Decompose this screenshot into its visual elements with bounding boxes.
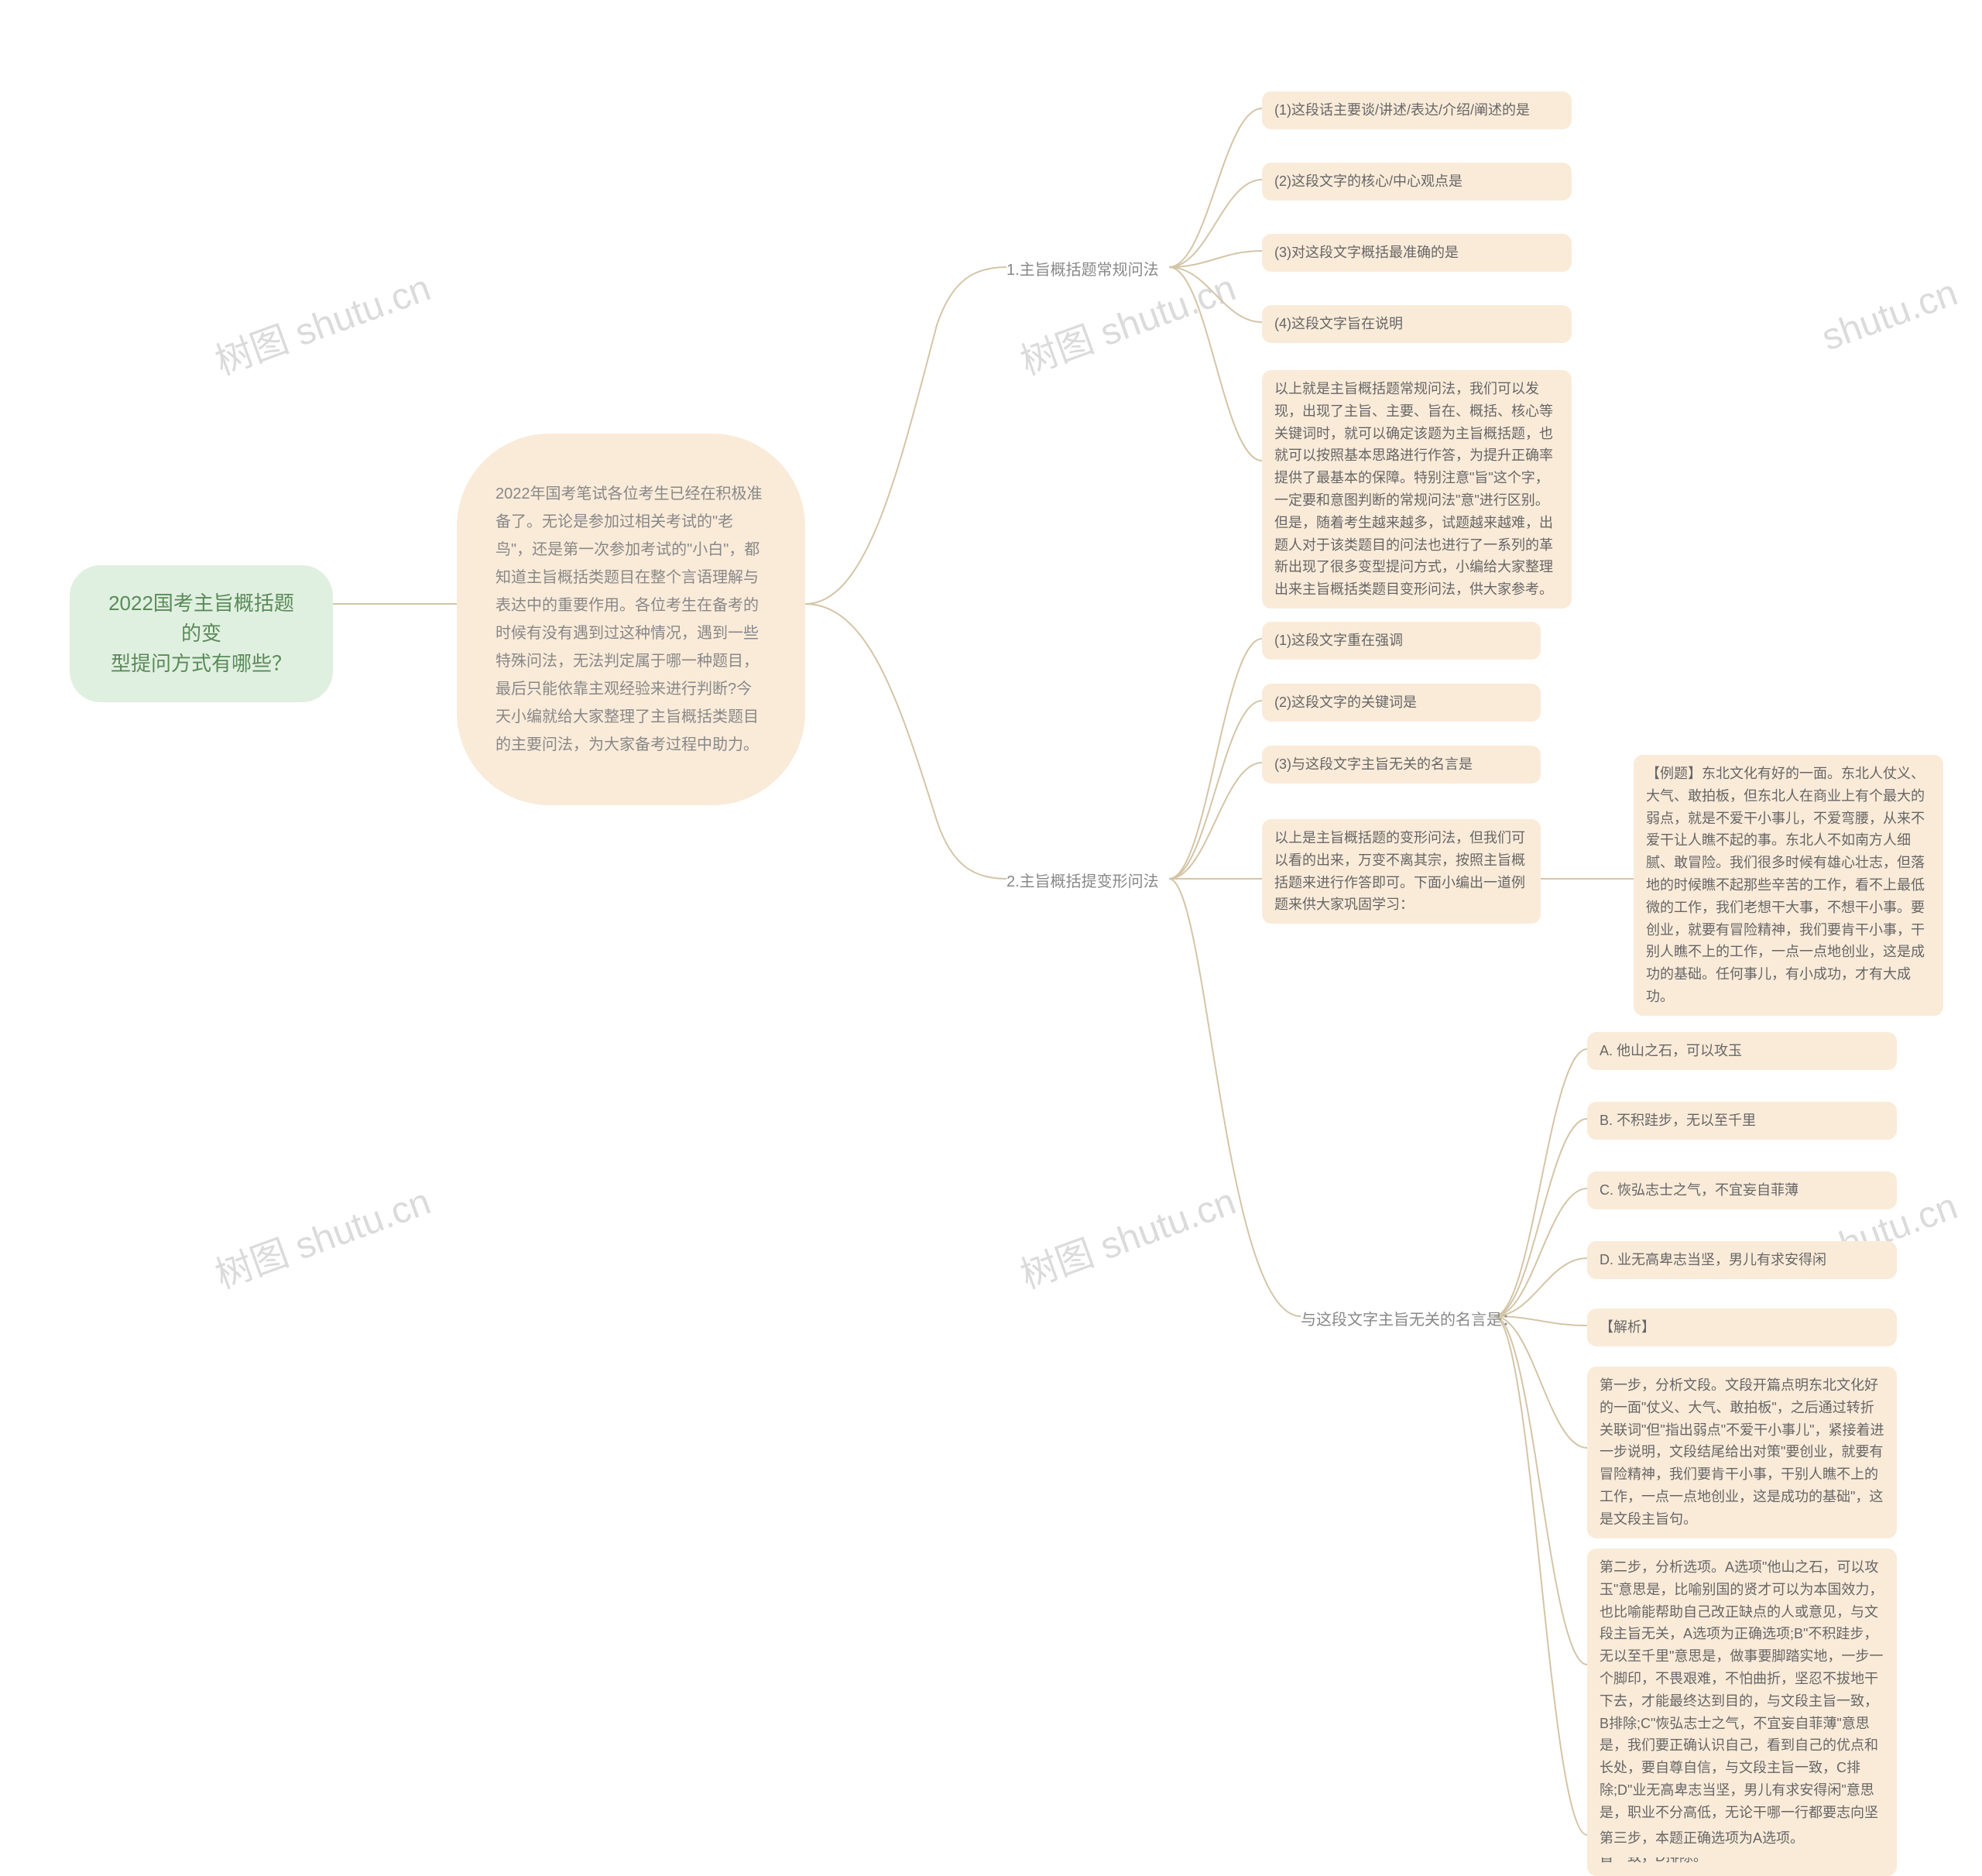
branch2-item-2: (2)这段文字的关键词是 xyxy=(1262,684,1541,722)
option-d: D. 业无高卑志当坚，男儿有求安得闲 xyxy=(1587,1241,1897,1279)
branch2-question: 与这段文字主旨无关的名言是： xyxy=(1301,1307,1517,1329)
branch1-item-1: (1)这段话主要谈/讲述/表达/介绍/阐述的是 xyxy=(1262,91,1572,129)
branch2-label: 2.主旨概括提变形问法 xyxy=(1006,869,1159,891)
analysis-step3: 第三步，本题正确选项为A选项。 xyxy=(1587,1819,1897,1857)
root-node: 2022国考主旨概括题的变 型提问方式有哪些？ xyxy=(70,565,333,702)
watermark: shutu.cn xyxy=(1816,272,1963,360)
branch2-example: 【例题】东北文化有好的一面。东北人仗义、大气、敢拍板，但东北人在商业上有个最大的… xyxy=(1634,755,1943,1016)
branch1-label: 1.主旨概括题常规问法 xyxy=(1006,257,1159,280)
watermark: 树图 shutu.cn xyxy=(1012,1171,1242,1298)
analysis-label: 【解析】 xyxy=(1587,1308,1897,1346)
watermark: 树图 shutu.cn xyxy=(207,1171,437,1298)
branch1-summary: 以上就是主旨概括题常规问法，我们可以发现，出现了主旨、主要、旨在、概括、核心等关… xyxy=(1262,370,1572,609)
branch2-item-1: (1)这段文字重在强调 xyxy=(1262,622,1541,660)
watermark: 树图 shutu.cn xyxy=(207,257,437,385)
branch2-item-3: (3)与这段文字主旨无关的名言是 xyxy=(1262,746,1541,784)
root-title-line1: 2022国考主旨概括题的变 xyxy=(108,592,294,645)
intro-node: 2022年国考笔试各位考生已经在积极准备了。无论是参加过相关考试的"老鸟"，还是… xyxy=(457,434,805,805)
branch2-summary: 以上是主旨概括题的变形问法，但我们可以看的出来，万变不离其宗，按照主旨概括题来进… xyxy=(1262,819,1541,924)
root-title-line2: 型提问方式有哪些？ xyxy=(111,652,292,675)
option-a: A. 他山之石，可以攻玉 xyxy=(1587,1032,1897,1070)
branch1-item-3: (3)对这段文字概括最准确的是 xyxy=(1262,234,1572,272)
branch1-item-4: (4)这段文字旨在说明 xyxy=(1262,305,1572,343)
branch1-item-2: (2)这段文字的核心/中心观点是 xyxy=(1262,163,1572,201)
analysis-step1: 第一步，分析文段。文段开篇点明东北文化好的一面"仗义、大气、敢拍板"，之后通过转… xyxy=(1587,1367,1897,1538)
option-b: B. 不积跬步，无以至千里 xyxy=(1587,1102,1897,1140)
option-c: C. 恢弘志士之气，不宜妄自菲薄 xyxy=(1587,1171,1897,1209)
